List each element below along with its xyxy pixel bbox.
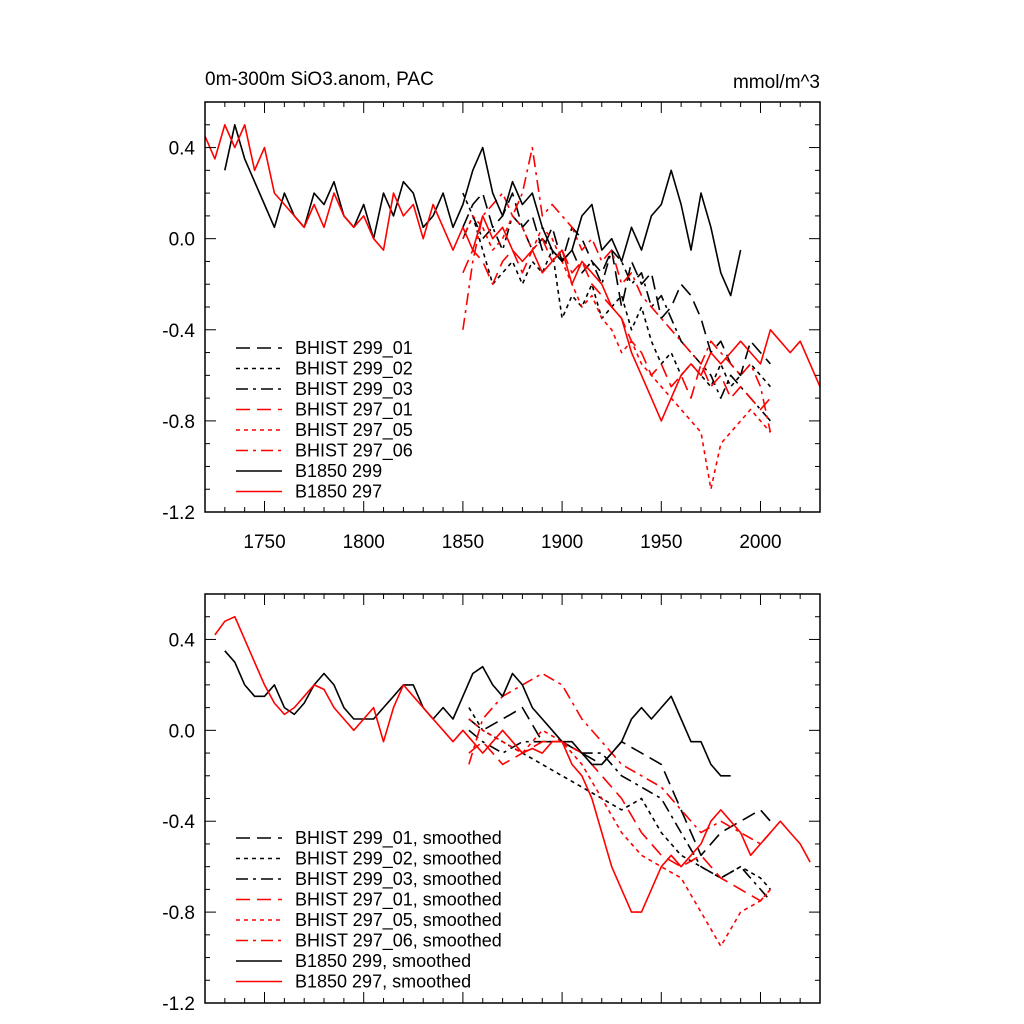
series-line-5 xyxy=(468,672,772,845)
x-tick-label: 1950 xyxy=(640,532,682,553)
legend-label: BHIST 297_01 xyxy=(295,400,413,421)
legend-label: BHIST 299_02 xyxy=(295,359,413,380)
y-tick-label: -1.2 xyxy=(162,503,195,524)
legend-label: B1850 297, smoothed xyxy=(295,972,471,992)
series-line-0 xyxy=(462,192,772,377)
series-line-6 xyxy=(224,650,731,777)
y-tick-label: 0.0 xyxy=(169,230,195,251)
x-tick-label: 1900 xyxy=(541,532,583,553)
legend-label: B1850 299 xyxy=(295,461,382,481)
panel-bottom-lines xyxy=(214,615,811,947)
legend-label: B1850 299, smoothed xyxy=(295,951,471,971)
x-tick-label: 1850 xyxy=(442,532,484,553)
panel-bottom: -1.2 -0.8 -0.4 0.0 0.4 BHIST 299_01, smoothe… xyxy=(162,593,821,1015)
series-line-5 xyxy=(462,146,772,433)
series-line-6 xyxy=(224,124,742,297)
x-tick-label: 2000 xyxy=(739,532,781,553)
y-tick-label: -0.8 xyxy=(162,903,195,924)
series-line-7 xyxy=(204,124,821,422)
series-line-7 xyxy=(214,615,811,913)
y-tick-label: -0.8 xyxy=(162,412,195,433)
legend-label: BHIST 297_05, smoothed xyxy=(295,910,502,931)
series-line-1 xyxy=(468,707,772,890)
series-line-4 xyxy=(462,215,772,490)
legend-label: BHIST 297_01, smoothed xyxy=(295,890,502,911)
legend-label: BHIST 297_05 xyxy=(295,420,413,441)
panel-top: -1.2 -0.8 -0.4 0.0 0.4 1750 1800 1850 1900 1950 20… xyxy=(162,101,821,553)
units-label: mmol/m^3 xyxy=(733,72,820,93)
x-tick-label: 1800 xyxy=(343,532,385,553)
figure-title: 0m-300m SiO3.anom, PAC xyxy=(205,69,434,90)
series-line-4 xyxy=(468,718,772,947)
x-tick-label: 1750 xyxy=(243,532,285,553)
series-line-0 xyxy=(468,706,772,857)
panel-bottom-ticks xyxy=(205,593,821,1004)
legend-label: BHIST 299_01, smoothed xyxy=(295,828,502,849)
series-line-2 xyxy=(462,215,772,422)
legend-label: BHIST 299_01 xyxy=(295,338,413,359)
legend-label: BHIST 299_03, smoothed xyxy=(295,869,502,890)
y-tick-label: -0.4 xyxy=(162,321,195,342)
legend-label: BHIST 297_06, smoothed xyxy=(295,931,502,952)
y-tick-label: -0.4 xyxy=(162,812,195,833)
y-tick-label: 0.4 xyxy=(169,139,196,160)
y-tick-label: 0.4 xyxy=(169,630,196,651)
y-tick-label: 0.0 xyxy=(169,721,195,742)
series-line-3 xyxy=(468,740,772,902)
y-tick-label: -1.2 xyxy=(162,994,195,1015)
panel-top-ticks xyxy=(205,101,821,513)
legend-label: BHIST 297_06 xyxy=(295,441,413,462)
legend-label: BHIST 299_03 xyxy=(295,379,413,400)
legend-label: B1850 297 xyxy=(295,482,382,502)
series-line-1 xyxy=(462,192,772,388)
panel-bottom-tick-labels: -1.2 -0.8 -0.4 0.0 0.4 xyxy=(162,630,195,1015)
legend-label: BHIST 299_02, smoothed xyxy=(295,849,502,870)
panel-top-tick-labels: -1.2 -0.8 -0.4 0.0 0.4 1750 1800 1850 1900 1950 20… xyxy=(162,139,781,553)
panel-top-lines xyxy=(204,124,821,490)
series-line-3 xyxy=(462,237,772,411)
